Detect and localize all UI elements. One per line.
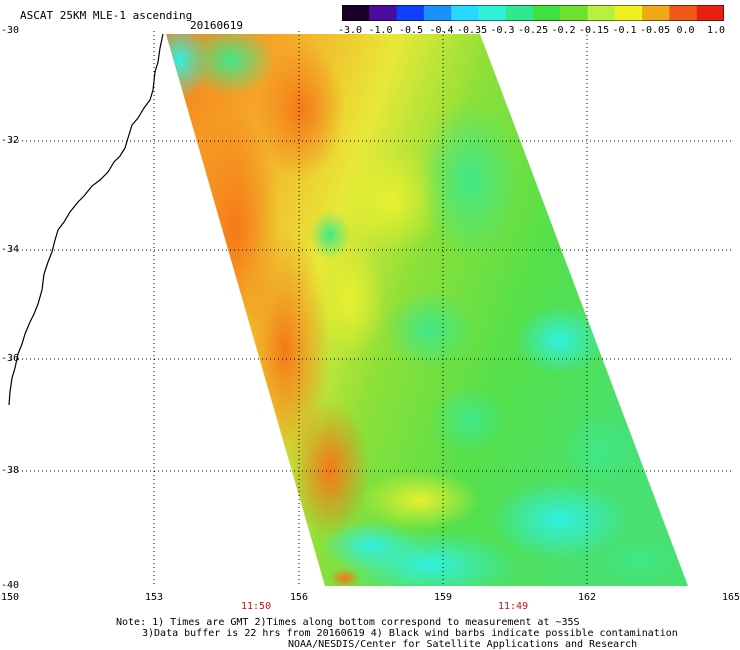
colorbar-tick-label: -0.15 (579, 25, 610, 36)
colorbar-tick-label: -1.0 (368, 25, 393, 36)
coastline (8, 33, 164, 406)
colorbar (342, 5, 724, 21)
pass-time-1: 11:50 (241, 601, 272, 612)
colorbar-cell (560, 5, 589, 21)
colorbar-tick-label: -3.0 (338, 25, 363, 36)
colorbar-cell (505, 5, 534, 21)
colorbar-tick-label: -0.25 (518, 25, 549, 36)
lon-label: 153 (145, 592, 164, 603)
lon-label: 156 (290, 592, 309, 603)
note-line-2: 3)Data buffer is 22 hrs from 20160619 4)… (142, 628, 678, 639)
colorbar-tick-label: 1.0 (707, 25, 726, 36)
colorbar-tick-label: 0.0 (676, 25, 695, 36)
colorbar-tick-label: -0.35 (457, 25, 488, 36)
lon-label: 162 (578, 592, 597, 603)
lon-label: 159 (434, 592, 453, 603)
colorbar-cell (423, 5, 452, 21)
colorbar-cell (642, 5, 670, 21)
lat-label: -36 (1, 353, 20, 364)
note-line-3: NOAA/NESDIS/Center for Satellite Applica… (288, 639, 638, 650)
colorbar-tick-label: -0.3 (490, 25, 515, 36)
wind-swath (166, 34, 688, 586)
colorbar-cell (478, 5, 507, 21)
colorbar-cell (533, 5, 561, 21)
colorbar-tick-label: -0.5 (399, 25, 424, 36)
colorbar-cell (669, 5, 698, 21)
colorbar-cell (396, 5, 425, 21)
colorbar-cell (614, 5, 643, 21)
colorbar-tick-label: -0.1 (612, 25, 637, 36)
lat-label: -32 (1, 135, 20, 146)
lat-label: -40 (1, 580, 20, 591)
colorbar-tick-label: -0.4 (429, 25, 454, 36)
lat-label: -38 (1, 465, 20, 476)
product-title: ASCAT 25KM MLE-1 ascending (20, 9, 193, 22)
lat-label: -30 (1, 25, 20, 36)
date-label: 20160619 (190, 19, 243, 32)
graticule (10, 31, 731, 586)
colorbar-cell (587, 5, 616, 21)
lon-label: 165 (722, 592, 740, 603)
colorbar-cell (342, 5, 370, 21)
colorbar-cell (451, 5, 479, 21)
colorbar-tick-label: -0.2 (551, 25, 576, 36)
note-line-1: Note: 1) Times are GMT 2)Times along bot… (116, 617, 580, 628)
pass-time-2: 11:49 (498, 601, 529, 612)
colorbar-tick-label: -0.05 (640, 25, 671, 36)
lon-label: 150 (1, 592, 20, 603)
lat-label: -34 (1, 244, 20, 255)
colorbar-cell (696, 5, 724, 21)
colorbar-cell (369, 5, 398, 21)
